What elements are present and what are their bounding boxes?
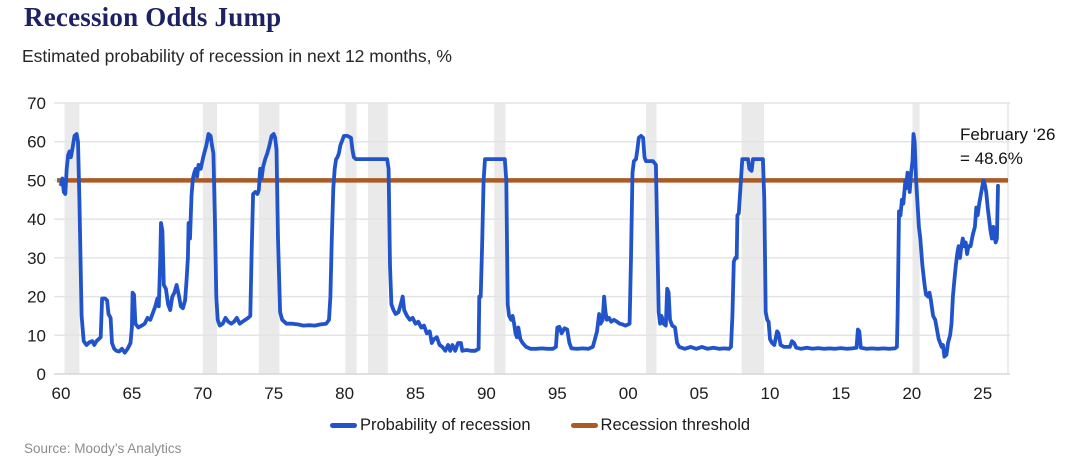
recession-band	[912, 103, 920, 374]
legend-label-probability: Probability of recession	[359, 416, 531, 434]
recession-band	[494, 103, 506, 374]
legend-label-threshold: Recession threshold	[600, 416, 751, 434]
x-axis-tick-label: 95	[548, 384, 567, 403]
legend-item-threshold: Recession threshold	[570, 416, 751, 435]
y-axis-tick-label: 40	[27, 210, 46, 229]
x-axis-tick-label: 10	[761, 384, 780, 403]
x-axis-tick-label: 15	[831, 384, 850, 403]
annotation-line2: = 48.6%	[960, 149, 1023, 169]
probability-line-swatch	[329, 423, 357, 428]
y-axis-tick-label: 50	[27, 171, 46, 190]
x-axis-tick-label: 70	[193, 384, 212, 403]
recession-band	[367, 103, 388, 374]
chart-legend: Probability of recession Recession thres…	[0, 416, 1080, 435]
line-chart-svg: 0 10 20 30 40 50 60 70 60 65 70 75 80 85 90 95 00 05 10 15 2…	[27, 94, 1010, 403]
y-axis-tick-label: 60	[27, 133, 46, 152]
x-axis-tick-label: 60	[52, 384, 71, 403]
x-axis-tick-label: 85	[406, 384, 425, 403]
annotation-line1: February ‘26	[960, 125, 1056, 144]
x-axis-tick-label: 90	[477, 384, 496, 403]
x-axis-tick-label: 20	[902, 384, 921, 403]
x-axis-tick-label: 25	[973, 384, 992, 403]
last-point-annotation: February ‘26 = 48.6%	[960, 123, 1055, 171]
chart-subtitle: Estimated probability of recession in ne…	[22, 46, 452, 66]
y-axis-tick-label: 0	[37, 365, 46, 384]
x-axis-tick-label: 80	[335, 384, 354, 403]
y-axis-tick-label: 20	[27, 288, 46, 307]
recession-band	[345, 103, 357, 374]
probability-line	[59, 132, 1000, 359]
y-axis-tick-label: 10	[27, 326, 46, 345]
y-axis-tick-label: 30	[27, 249, 46, 268]
threshold-line-swatch	[570, 423, 598, 428]
x-axis-tick-label: 05	[690, 384, 709, 403]
legend-item-probability: Probability of recession	[329, 416, 531, 435]
y-axis-tick-label: 70	[27, 94, 46, 113]
chart-area: 0 10 20 30 40 50 60 70 60 65 70 75 80 85 90 95 00 05 10 15 2…	[0, 88, 1080, 418]
recession-band	[645, 103, 657, 374]
source-note: Source: Moody’s Analytics	[24, 441, 182, 456]
recession-band	[741, 103, 765, 374]
x-axis-tick-label: 65	[122, 384, 141, 403]
page-title: Recession Odds Jump	[24, 2, 282, 32]
x-axis-tick-label: 00	[619, 384, 638, 403]
x-axis-tick-label: 75	[264, 384, 283, 403]
